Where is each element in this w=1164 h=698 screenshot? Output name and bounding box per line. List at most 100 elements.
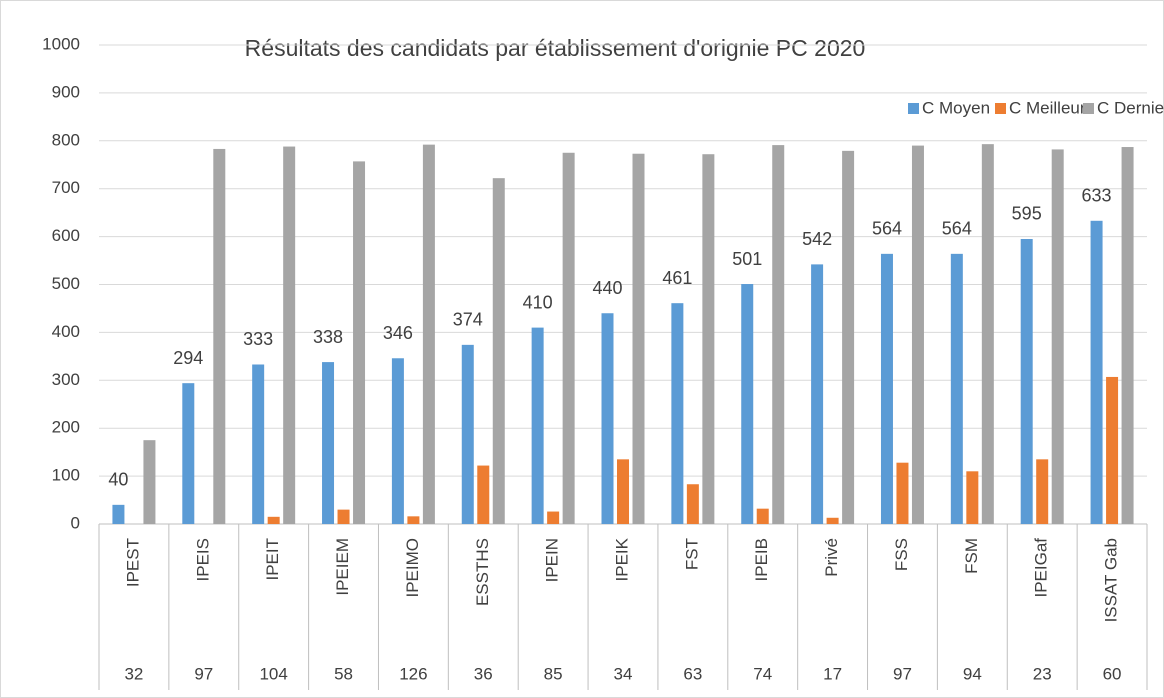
legend-label: C Dernier (1097, 98, 1164, 117)
x-tick-label: FSS (892, 538, 911, 571)
y-tick-label: 300 (52, 370, 80, 389)
data-label: 440 (592, 278, 622, 298)
bar (112, 504, 125, 524)
bar (531, 327, 544, 524)
x-tick-label: Privé (822, 538, 841, 577)
y-tick-label: 900 (52, 82, 80, 101)
x-tick-label: FSM (962, 538, 981, 574)
bar (966, 471, 979, 524)
bar (492, 178, 505, 525)
y-tick-label: 0 (71, 513, 80, 532)
bar (353, 161, 366, 524)
count-label: 60 (1103, 664, 1122, 683)
data-label: 333 (243, 329, 273, 349)
bar (337, 509, 350, 524)
bar (143, 440, 156, 524)
bar (1090, 220, 1103, 524)
y-tick-label: 400 (52, 322, 80, 341)
count-label: 104 (259, 664, 287, 683)
bar (461, 344, 474, 524)
count-label: 32 (124, 664, 143, 683)
bar (213, 148, 226, 524)
bar (547, 511, 560, 524)
count-label: 97 (893, 664, 912, 683)
bar (826, 517, 839, 524)
count-label: 36 (474, 664, 493, 683)
y-tick-label: 500 (52, 274, 80, 293)
bar (477, 465, 490, 524)
count-label: 85 (544, 664, 563, 683)
bar (1036, 459, 1049, 524)
bar (880, 253, 893, 524)
bar (686, 484, 699, 524)
y-tick-label: 700 (52, 178, 80, 197)
x-tick-label: ISSAT Gab (1102, 538, 1121, 622)
data-label: 410 (523, 292, 553, 312)
bar (896, 462, 909, 524)
bar (267, 516, 280, 524)
bar (422, 144, 435, 524)
data-label: 633 (1082, 186, 1112, 206)
bar (1020, 238, 1033, 524)
data-label: 564 (942, 219, 972, 239)
legend-swatch (908, 103, 919, 114)
legend-swatch (995, 103, 1006, 114)
data-label: 338 (313, 327, 343, 347)
x-tick-label: ESSTHS (473, 538, 492, 606)
x-tick-label: IPEIN (543, 538, 562, 582)
legend-label: C Moyen (922, 98, 990, 117)
count-label: 126 (399, 664, 427, 683)
bar (601, 313, 614, 524)
x-tick-label: IPEIK (612, 537, 631, 581)
bar (950, 253, 963, 524)
y-tick-label: 100 (52, 466, 80, 485)
bar (182, 383, 195, 524)
bar (772, 145, 785, 524)
bar (981, 144, 994, 524)
data-label: 294 (173, 348, 203, 368)
data-label: 40 (108, 470, 128, 490)
count-label: 23 (1033, 664, 1052, 683)
data-label: 564 (872, 219, 902, 239)
bar (562, 152, 575, 524)
count-label: 74 (753, 664, 772, 683)
chart-title: Résultats des candidats par établissemen… (245, 35, 866, 61)
count-label: 17 (823, 664, 842, 683)
x-tick-label: IPEST (123, 538, 142, 587)
bar (811, 264, 824, 524)
bar (391, 358, 404, 524)
bar (617, 459, 629, 524)
legend-label: C Meilleur (1009, 98, 1086, 117)
bar (842, 150, 855, 524)
count-label: 97 (194, 664, 213, 683)
bar (911, 145, 924, 524)
y-tick-label: 1000 (42, 34, 80, 53)
x-tick-label: IPEIS (193, 538, 212, 581)
bar (407, 516, 420, 524)
data-label: 501 (732, 249, 762, 269)
data-label: 461 (662, 268, 692, 288)
data-label: 595 (1012, 204, 1042, 224)
y-tick-label: 200 (52, 418, 80, 437)
bar (1121, 147, 1134, 525)
bar (283, 146, 296, 524)
legend-swatch (1083, 103, 1094, 114)
bar (322, 362, 335, 524)
x-tick-label: FST (682, 538, 701, 570)
y-tick-label: 600 (52, 226, 80, 245)
x-tick-label: IPEIT (263, 538, 282, 581)
count-label: 94 (963, 664, 982, 683)
data-label: 374 (453, 310, 483, 330)
count-label: 63 (683, 664, 702, 683)
bar (671, 303, 684, 524)
y-tick-label: 800 (52, 130, 80, 149)
data-label: 542 (802, 229, 832, 249)
x-tick-label: IPEIGaf (1032, 538, 1051, 598)
count-label: 34 (614, 664, 633, 683)
bar (756, 508, 769, 524)
count-label: 58 (334, 664, 353, 683)
bar (702, 154, 715, 524)
bar (252, 364, 265, 524)
bar (741, 284, 754, 524)
